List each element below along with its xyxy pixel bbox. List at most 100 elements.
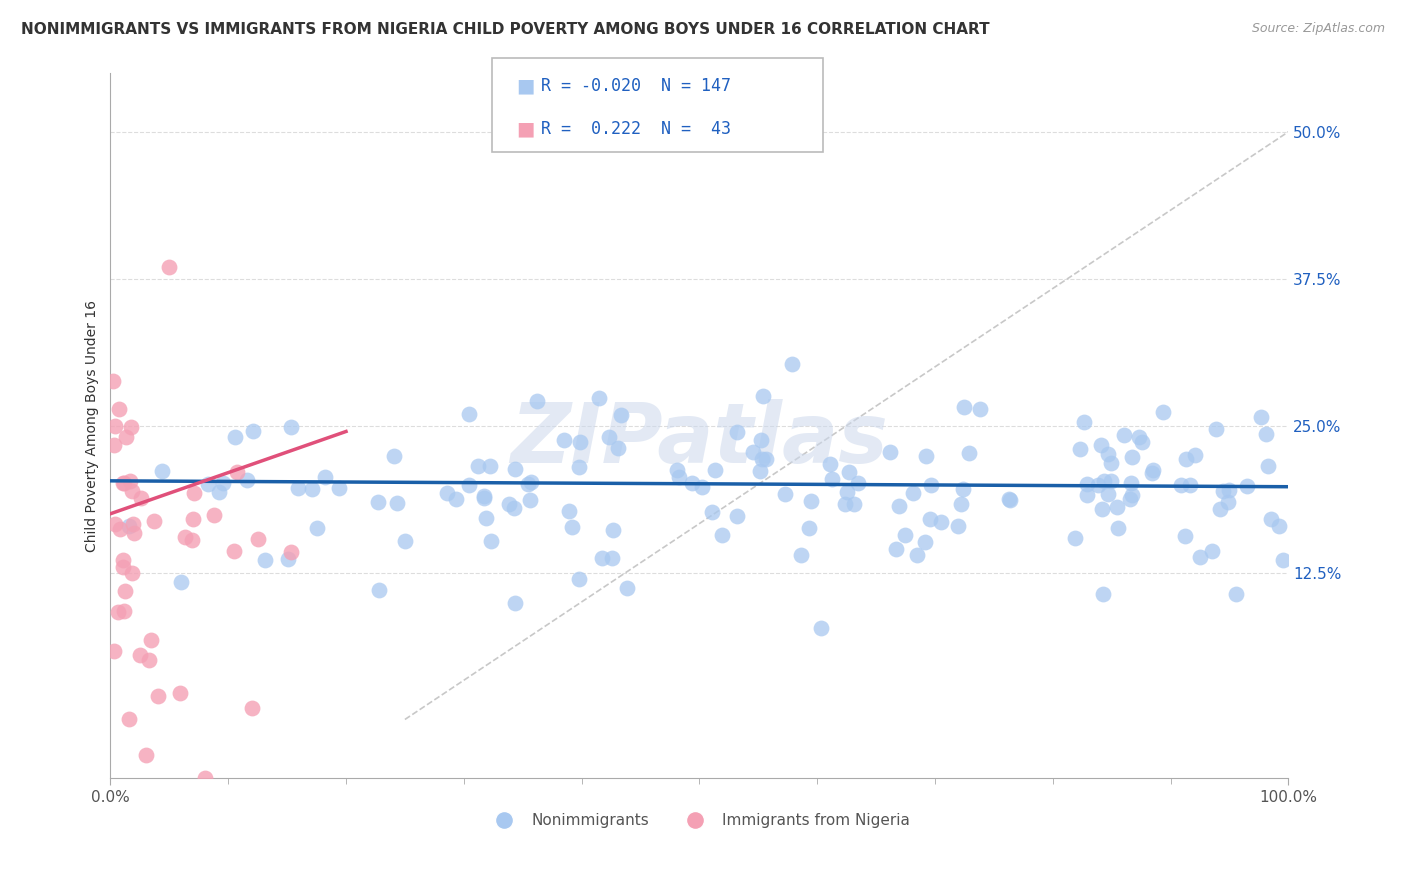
Point [197, 476, 219, 491]
Point [280, 419, 302, 434]
Point [773, 487, 796, 501]
Point [503, 461, 526, 475]
Point [950, 497, 973, 511]
Point [700, 505, 723, 519]
Point [901, 485, 924, 500]
Point [749, 434, 772, 448]
Point [610, 408, 633, 422]
Point [301, 483, 323, 497]
Text: ZIPatlas: ZIPatlas [510, 400, 889, 480]
Point [287, 481, 309, 495]
Point [1119, 476, 1142, 491]
Point [458, 478, 481, 492]
Point [894, 528, 917, 542]
Y-axis label: Child Poverty Among Boys Under 16: Child Poverty Among Boys Under 16 [86, 300, 100, 551]
Point [752, 389, 775, 403]
Point [104, 516, 127, 531]
Point [780, 357, 803, 371]
Point [103, 643, 125, 657]
Point [681, 475, 703, 490]
Point [246, 533, 269, 547]
Point [101, 374, 124, 388]
Point [1250, 409, 1272, 424]
Point [725, 508, 748, 523]
Point [561, 520, 583, 534]
Point [208, 485, 231, 500]
Point [150, 464, 173, 478]
Point [277, 551, 299, 566]
Point [382, 450, 405, 464]
Point [1257, 458, 1279, 473]
Point [818, 457, 841, 471]
Point [108, 522, 131, 536]
Point [226, 465, 249, 479]
Point [129, 491, 152, 505]
Point [602, 523, 624, 537]
Point [503, 596, 526, 610]
Point [235, 473, 257, 487]
Point [846, 476, 869, 491]
Point [114, 583, 136, 598]
Point [314, 470, 336, 484]
Text: ■: ■ [516, 77, 534, 95]
Point [600, 551, 623, 566]
Text: Source: ZipAtlas.com: Source: ZipAtlas.com [1251, 22, 1385, 36]
Point [929, 515, 952, 529]
Point [946, 519, 969, 533]
Point [478, 458, 501, 473]
Point [748, 464, 770, 478]
Point [751, 452, 773, 467]
Point [122, 516, 145, 531]
Point [112, 604, 135, 618]
Point [1087, 478, 1109, 492]
Point [103, 438, 125, 452]
Point [181, 533, 204, 547]
Point [914, 535, 936, 549]
Point [1209, 502, 1232, 516]
Point [1205, 422, 1227, 436]
Point [1112, 428, 1135, 442]
Point [799, 521, 821, 535]
Legend: Nonimmigrants, Immigrants from Nigeria: Nonimmigrants, Immigrants from Nigeria [482, 807, 917, 834]
Point [526, 393, 548, 408]
Point [997, 491, 1019, 506]
Point [467, 459, 489, 474]
Point [568, 459, 591, 474]
Text: ■: ■ [516, 119, 534, 138]
Point [1254, 426, 1277, 441]
Point [616, 581, 638, 595]
Point [725, 425, 748, 440]
Point [516, 477, 538, 491]
Point [240, 700, 263, 714]
Point [157, 260, 180, 274]
Point [108, 402, 131, 417]
Point [1091, 587, 1114, 601]
Text: R = -0.020  N = 147: R = -0.020 N = 147 [541, 78, 731, 95]
Point [1178, 478, 1201, 492]
Point [472, 491, 495, 506]
Point [181, 512, 204, 526]
Point [711, 528, 734, 542]
Point [1099, 456, 1122, 470]
Point [1174, 452, 1197, 467]
Point [1119, 491, 1142, 506]
Point [128, 648, 150, 662]
Point [112, 553, 135, 567]
Point [224, 544, 246, 558]
Point [139, 632, 162, 647]
Point [1069, 442, 1091, 456]
Point [1142, 462, 1164, 476]
Point [557, 504, 579, 518]
Point [120, 420, 142, 434]
Point [1092, 475, 1115, 489]
Point [242, 424, 264, 438]
Point [328, 481, 350, 495]
Point [1073, 415, 1095, 429]
Point [135, 747, 157, 762]
Point [503, 501, 526, 516]
Point [553, 433, 575, 447]
Point [1076, 488, 1098, 502]
Point [918, 512, 941, 526]
Point [838, 465, 860, 479]
Point [879, 444, 901, 458]
